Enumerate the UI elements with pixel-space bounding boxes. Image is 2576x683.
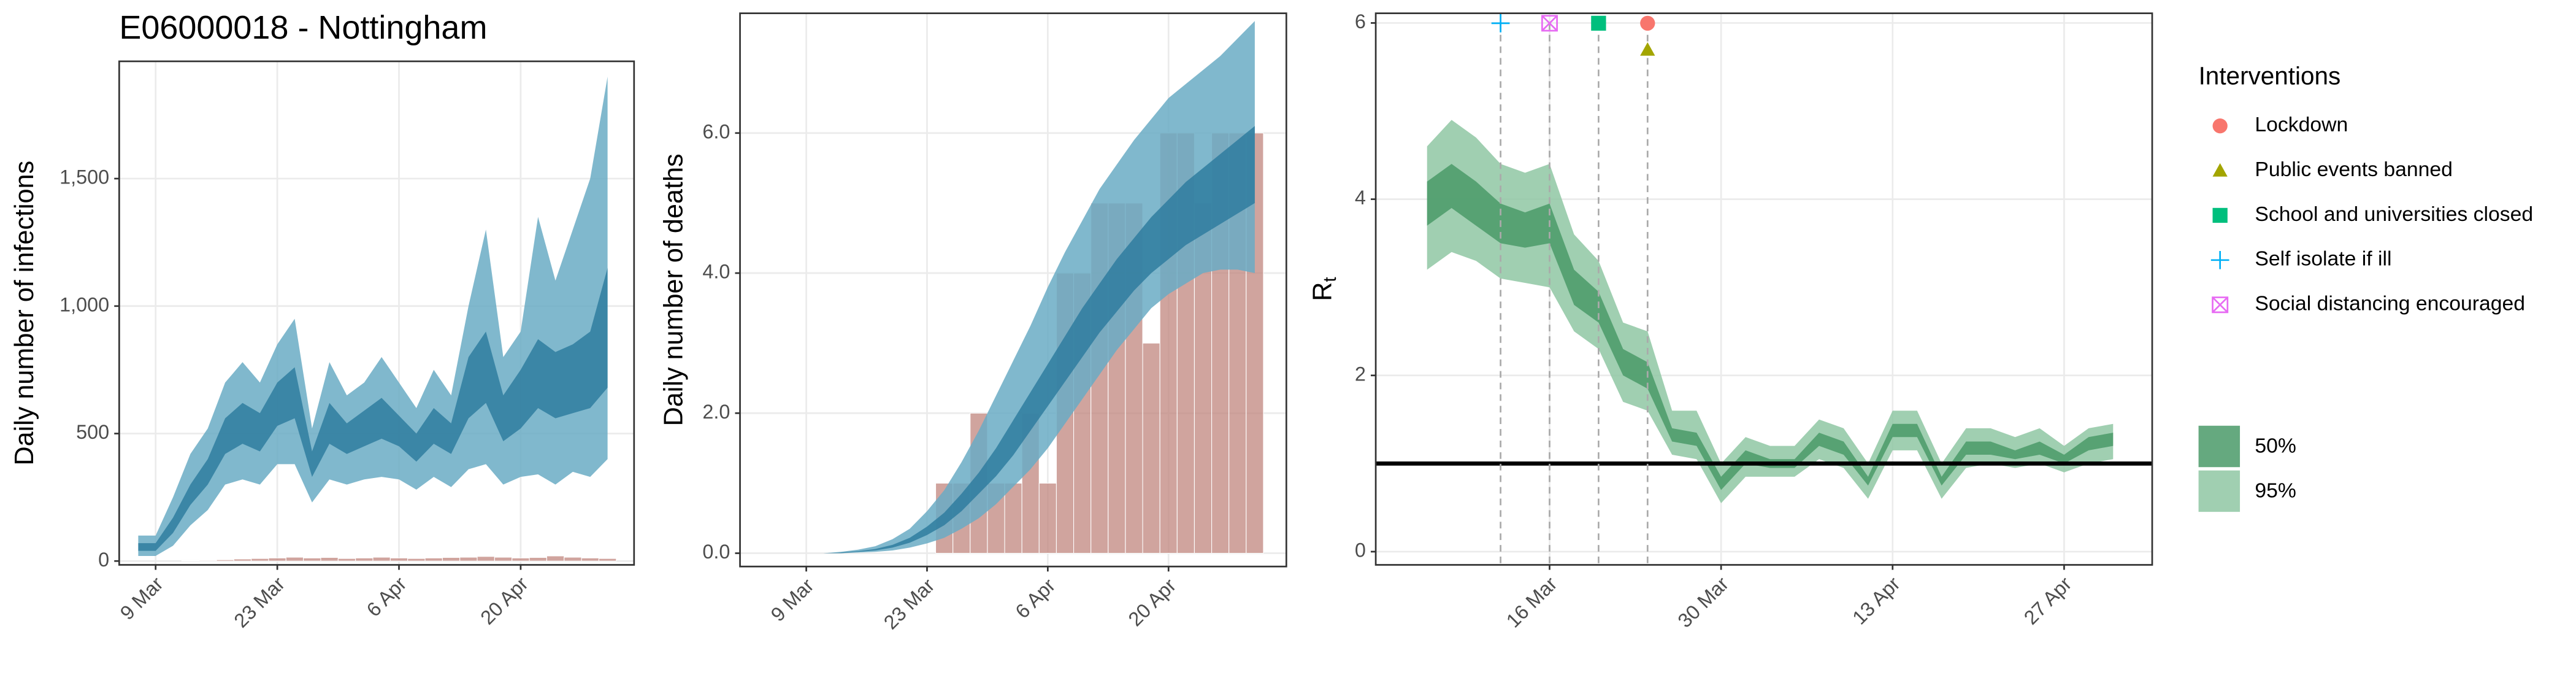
- y-tick-label: 4: [1355, 187, 1366, 209]
- x-tick-label: 20 Apr: [1124, 574, 1181, 631]
- intervention-marker: [1640, 42, 1655, 56]
- legend-label: Self isolate if ill: [2255, 247, 2391, 271]
- x-tick-label: 6 Apr: [362, 573, 411, 621]
- legend-label: Public events banned: [2255, 158, 2453, 181]
- plot-border: [118, 60, 635, 566]
- y-tick-label: 6.0: [702, 120, 730, 142]
- bar: [233, 558, 252, 561]
- x-tick-label: 27 Apr: [2020, 573, 2076, 629]
- legend-symbol: [2212, 207, 2228, 223]
- x-tick-label: 6 Apr: [1011, 574, 1060, 623]
- x-tick-label: 20 Apr: [476, 573, 532, 629]
- bar: [459, 557, 478, 561]
- y-axis-label-main: Daily number of deaths: [659, 153, 689, 426]
- legend-label: School and universities closed: [2255, 203, 2533, 226]
- bar: [598, 558, 617, 561]
- x-tick-label: 23 Mar: [230, 573, 289, 632]
- bar: [389, 557, 408, 561]
- y-axis-label-sub: t: [1320, 277, 1340, 282]
- bar: [407, 558, 426, 561]
- y-axis-label: Rt: [1308, 277, 1340, 301]
- bar: [477, 556, 495, 561]
- legend-symbol: [2212, 163, 2228, 177]
- y-tick-label: 6: [1355, 10, 1366, 33]
- y-tick-label: 1,000: [59, 293, 109, 315]
- bar: [424, 557, 443, 561]
- ribbon: [789, 21, 1255, 554]
- y-tick-label: 0: [98, 549, 109, 571]
- plot-background: [1376, 13, 2152, 565]
- y-tick-label: 0.0: [702, 541, 730, 563]
- bar: [355, 557, 374, 561]
- plot-border: [739, 12, 1287, 568]
- x-tick-label: 23 Mar: [880, 574, 939, 634]
- bar: [546, 555, 565, 561]
- y-tick-label: 2.0: [702, 401, 730, 423]
- legend-title: Interventions: [2199, 62, 2341, 90]
- plot-border: [1374, 12, 2153, 566]
- bar: [251, 558, 269, 561]
- bar: [216, 559, 234, 561]
- legend-swatch: [2198, 425, 2241, 468]
- intervention-marker: [1541, 15, 1558, 32]
- y-tick-label: 2: [1355, 363, 1366, 385]
- chart-title: E06000018 - Nottingham: [119, 9, 487, 46]
- y-axis-label-main: R: [1308, 282, 1338, 301]
- bar: [181, 560, 200, 561]
- legend-label: 50%: [2255, 434, 2296, 458]
- y-tick-label: 4.0: [702, 261, 730, 283]
- legend-label: Lockdown: [2255, 113, 2348, 136]
- bar: [581, 557, 599, 561]
- legend-label: Social distancing encouraged: [2255, 292, 2525, 315]
- y-tick-label: 500: [76, 421, 109, 443]
- bar: [1038, 482, 1057, 554]
- bar: [494, 557, 513, 561]
- legend-symbol: [2212, 296, 2229, 314]
- y-tick-label: 0: [1355, 539, 1366, 561]
- bar: [1004, 482, 1022, 554]
- ribbon: [138, 268, 608, 551]
- bar: [372, 557, 391, 561]
- bar: [199, 560, 217, 561]
- intervention-marker: [1491, 14, 1510, 33]
- legend-symbol: [2210, 250, 2229, 269]
- bar: [268, 557, 286, 561]
- bar: [512, 557, 530, 561]
- intervention-marker: [1591, 15, 1606, 31]
- ribbon: [789, 126, 1255, 554]
- y-axis-label-main: Daily number of infections: [10, 161, 40, 466]
- intervention-marker: [1640, 15, 1655, 31]
- x-tick-label: 9 Mar: [116, 573, 167, 624]
- bar: [442, 557, 461, 561]
- legend-symbol: [2212, 118, 2228, 134]
- legend-swatch: [2198, 470, 2241, 512]
- x-tick-label: 16 Mar: [1502, 573, 1562, 632]
- bar: [303, 557, 321, 561]
- y-axis-label: Daily number of deaths: [659, 153, 689, 426]
- x-tick-label: 30 Mar: [1674, 573, 1733, 632]
- bar: [320, 557, 339, 561]
- bar: [564, 557, 582, 561]
- y-tick-label: 1,500: [59, 166, 109, 188]
- y-axis-label: Daily number of infections: [10, 161, 40, 466]
- bar: [529, 557, 547, 561]
- x-tick-label: 13 Apr: [1848, 573, 1904, 629]
- bar: [285, 557, 304, 561]
- bar: [1142, 342, 1160, 554]
- bar: [337, 558, 356, 561]
- x-tick-label: 9 Mar: [767, 574, 818, 626]
- legend-label: 95%: [2255, 479, 2296, 503]
